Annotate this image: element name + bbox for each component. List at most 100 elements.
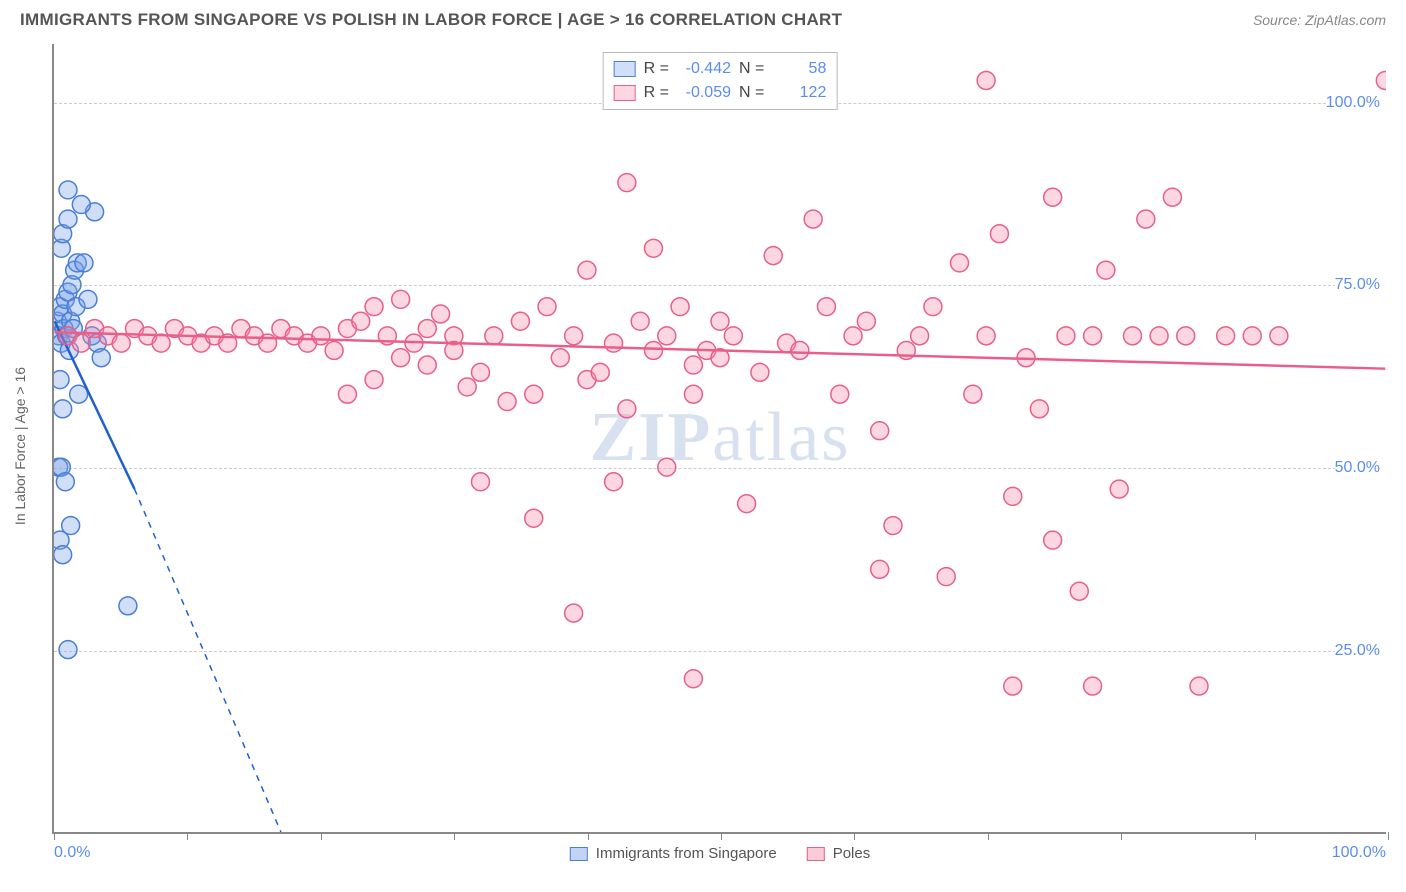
scatter-point-singapore <box>79 290 97 308</box>
scatter-svg <box>54 44 1386 832</box>
legend-item-poles: Poles <box>807 845 871 862</box>
scatter-point-poles <box>1070 582 1088 600</box>
scatter-point-poles <box>1044 531 1062 549</box>
scatter-point-poles <box>631 312 649 330</box>
scatter-point-poles <box>418 320 436 338</box>
n-value-poles: 122 <box>772 81 826 105</box>
scatter-point-poles <box>791 341 809 359</box>
scatter-point-poles <box>605 334 623 352</box>
scatter-point-poles <box>644 239 662 257</box>
scatter-point-poles <box>671 298 689 316</box>
plot-area: ZIPatlas 25.0%50.0%75.0%100.0% 0.0% 100.… <box>52 44 1386 834</box>
x-tick <box>454 832 455 840</box>
scatter-point-poles <box>525 385 543 403</box>
x-tick <box>54 832 55 840</box>
scatter-point-poles <box>365 298 383 316</box>
x-tick <box>1255 832 1256 840</box>
scatter-point-singapore <box>56 473 74 491</box>
scatter-point-poles <box>1030 400 1048 418</box>
scatter-point-poles <box>831 385 849 403</box>
scatter-point-poles <box>977 72 995 90</box>
scatter-point-poles <box>325 341 343 359</box>
x-tick <box>1121 832 1122 840</box>
legend-row-singapore: R = -0.442 N = 58 <box>614 57 827 81</box>
x-axis-max-label: 100.0% <box>1332 844 1386 862</box>
scatter-point-poles <box>511 312 529 330</box>
scatter-point-poles <box>871 422 889 440</box>
scatter-point-poles <box>911 327 929 345</box>
scatter-point-singapore <box>75 254 93 272</box>
n-value-singapore: 58 <box>772 57 826 81</box>
scatter-point-poles <box>804 210 822 228</box>
r-value-singapore: -0.442 <box>677 57 731 81</box>
scatter-point-poles <box>871 560 889 578</box>
scatter-point-poles <box>591 363 609 381</box>
scatter-point-poles <box>1004 487 1022 505</box>
scatter-point-poles <box>924 298 942 316</box>
scatter-point-poles <box>817 298 835 316</box>
scatter-point-singapore <box>70 385 88 403</box>
scatter-point-poles <box>338 385 356 403</box>
scatter-point-poles <box>565 604 583 622</box>
scatter-point-poles <box>1057 327 1075 345</box>
scatter-point-poles <box>1217 327 1235 345</box>
scatter-point-poles <box>472 473 490 491</box>
scatter-point-poles <box>365 371 383 389</box>
scatter-point-poles <box>312 327 330 345</box>
x-tick <box>588 832 589 840</box>
scatter-point-poles <box>937 568 955 586</box>
scatter-point-poles <box>72 334 90 352</box>
scatter-point-singapore <box>54 546 72 564</box>
scatter-point-poles <box>485 327 503 345</box>
scatter-point-singapore <box>59 210 77 228</box>
scatter-point-singapore <box>59 641 77 659</box>
scatter-point-singapore <box>54 400 72 418</box>
scatter-point-poles <box>644 341 662 359</box>
r-value-poles: -0.059 <box>677 81 731 105</box>
scatter-point-poles <box>1084 327 1102 345</box>
scatter-point-poles <box>684 670 702 688</box>
legend-label-poles: Poles <box>833 845 871 862</box>
scatter-point-poles <box>112 334 130 352</box>
x-tick <box>854 832 855 840</box>
scatter-point-poles <box>392 349 410 367</box>
x-tick <box>321 832 322 840</box>
legend-swatch-singapore <box>614 61 636 77</box>
x-tick <box>1388 832 1389 840</box>
scatter-point-singapore <box>119 597 137 615</box>
scatter-point-singapore <box>59 181 77 199</box>
scatter-point-poles <box>1044 188 1062 206</box>
scatter-point-poles <box>857 312 875 330</box>
series-legend: Immigrants from Singapore Poles <box>570 845 870 862</box>
scatter-point-poles <box>990 225 1008 243</box>
scatter-point-poles <box>472 363 490 381</box>
source-attribution: Source: ZipAtlas.com <box>1253 12 1386 28</box>
legend-swatch-poles <box>614 85 636 101</box>
correlation-legend: R = -0.442 N = 58 R = -0.059 N = 122 <box>603 52 838 110</box>
scatter-point-poles <box>1163 188 1181 206</box>
scatter-point-poles <box>684 356 702 374</box>
scatter-point-poles <box>658 327 676 345</box>
scatter-point-poles <box>1137 210 1155 228</box>
scatter-point-poles <box>1243 327 1261 345</box>
scatter-point-poles <box>844 327 862 345</box>
scatter-point-poles <box>1004 677 1022 695</box>
legend-label-singapore: Immigrants from Singapore <box>596 845 777 862</box>
scatter-point-poles <box>392 290 410 308</box>
scatter-point-poles <box>751 363 769 381</box>
scatter-point-poles <box>977 327 995 345</box>
scatter-point-singapore <box>92 349 110 367</box>
legend-swatch-icon <box>570 847 588 861</box>
scatter-point-poles <box>951 254 969 272</box>
scatter-point-poles <box>764 247 782 265</box>
scatter-point-poles <box>352 312 370 330</box>
scatter-point-poles <box>1177 327 1195 345</box>
x-tick <box>988 832 989 840</box>
source-prefix: Source: <box>1253 12 1305 28</box>
scatter-point-poles <box>498 393 516 411</box>
x-tick <box>187 832 188 840</box>
scatter-point-poles <box>618 400 636 418</box>
scatter-point-poles <box>1124 327 1142 345</box>
scatter-point-poles <box>605 473 623 491</box>
scatter-point-poles <box>152 334 170 352</box>
